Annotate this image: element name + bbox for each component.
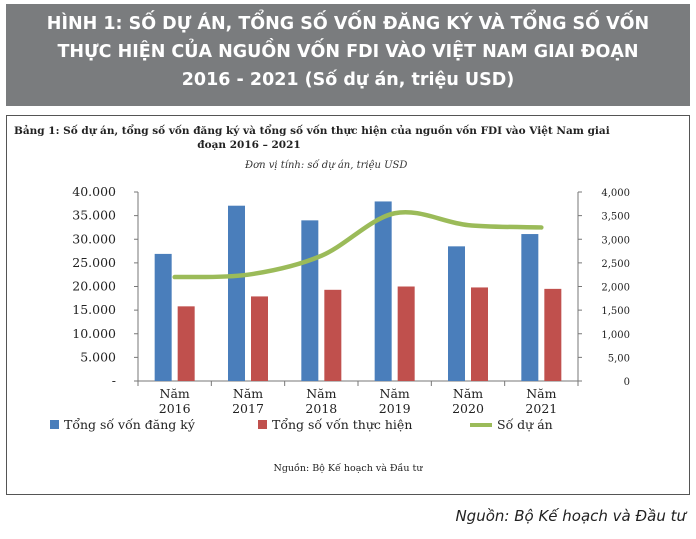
x-tick-label-line: 2018 bbox=[305, 401, 337, 416]
figure-title-line-1: HÌNH 1: SỐ DỰ ÁN, TỔNG SỐ VỐN ĐĂNG KÝ VÀ… bbox=[46, 14, 650, 34]
chart-frame bbox=[6, 115, 690, 495]
figure-title-line-2: THỰC HIỆN CỦA NGUỒN VỐN FDI VÀO VIỆT NAM… bbox=[57, 42, 639, 62]
y-left-tick-label: 40.000 bbox=[72, 184, 116, 199]
y-right-tick-label: 2,500 bbox=[601, 259, 630, 270]
y-right-tick-label: 3,500 bbox=[601, 212, 630, 223]
y-left-tick-label: - bbox=[112, 373, 116, 388]
legend-registered-swatch bbox=[50, 420, 59, 429]
legend-implemented-swatch bbox=[258, 420, 267, 429]
x-tick-label-line: Năm bbox=[380, 386, 410, 401]
y-left-tick-label: 5.000 bbox=[80, 349, 116, 364]
legend-projects-label: Số dự án bbox=[497, 417, 553, 432]
bar-implemented-capital bbox=[544, 288, 562, 381]
y-right-tick-label: 3,000 bbox=[601, 235, 630, 246]
y-left-tick-label: 10.000 bbox=[72, 326, 116, 341]
inner-source-note: Nguồn: Bộ Kế hoạch và Đầu tư bbox=[273, 463, 423, 474]
bar-implemented-capital bbox=[397, 286, 415, 381]
figure-title-line-3: 2016 - 2021 (Số dự án, triệu USD) bbox=[181, 70, 515, 90]
outer-source-note: Nguồn: Bộ Kế hoạch và Đầu tư bbox=[455, 507, 686, 525]
x-tick-label-line: Năm bbox=[306, 386, 336, 401]
bar-registered-capital bbox=[301, 220, 319, 381]
x-tick-label-line: Năm bbox=[160, 386, 190, 401]
y-right-tick-label: 4,000 bbox=[601, 188, 630, 199]
bar-registered-capital bbox=[228, 205, 245, 381]
y-right-tick-label: 5,00 bbox=[608, 353, 630, 364]
bar-implemented-capital bbox=[324, 289, 342, 381]
line-project-count bbox=[172, 209, 544, 280]
bar-registered-capital bbox=[448, 246, 465, 381]
x-tick-label: Năm 2021 bbox=[525, 386, 557, 416]
x-tick-label-line: 2017 bbox=[232, 401, 264, 416]
x-tick-label: Năm 2016 bbox=[159, 386, 191, 416]
unit-note: Đơn vị tính: số dự án, triệu USD bbox=[245, 160, 408, 171]
y-left-tick-label: 35.000 bbox=[72, 208, 116, 223]
x-tick-label-line: 2016 bbox=[159, 401, 191, 416]
x-tick-label-line: 2021 bbox=[525, 401, 557, 416]
x-tick-label: Năm 2020 bbox=[452, 386, 484, 416]
y-left-tick-label: 20.000 bbox=[72, 279, 116, 294]
x-tick-label: Năm 2018 bbox=[305, 386, 337, 416]
y-left-tick-label: 15.000 bbox=[72, 302, 116, 317]
x-tick-label-line: Năm bbox=[233, 386, 263, 401]
bar-registered-capital bbox=[374, 201, 392, 381]
bar-registered-capital bbox=[521, 234, 539, 381]
x-tick-label-line: 2020 bbox=[452, 401, 484, 416]
legend-registered-label: Tổng số vốn đăng ký bbox=[64, 417, 196, 432]
y-right-tick-label: 1,000 bbox=[601, 330, 630, 341]
bar-registered-capital bbox=[154, 253, 172, 381]
y-right-tick-label: 2,000 bbox=[601, 283, 630, 294]
y-left-tick-label: 25.000 bbox=[72, 255, 116, 270]
figure-title-banner: HÌNH 1: SỐ DỰ ÁN, TỔNG SỐ VỐN ĐĂNG KÝ VÀ… bbox=[6, 4, 690, 106]
bar-implemented-capital bbox=[471, 287, 488, 381]
x-tick-label-line: 2019 bbox=[379, 401, 411, 416]
bar-implemented-capital bbox=[177, 306, 195, 381]
legend-implemented-label: Tổng số vốn thực hiện bbox=[272, 417, 412, 432]
x-tick-label: Năm 2017 bbox=[232, 386, 264, 416]
y-right-tick-label: 0 bbox=[624, 377, 630, 388]
bar-implemented-capital bbox=[251, 296, 268, 381]
table-caption-line-1: Bảng 1: Số dự án, tổng số vốn đăng ký và… bbox=[14, 125, 610, 137]
x-tick-label: Năm 2019 bbox=[379, 386, 411, 416]
x-tick-label-line: Năm bbox=[526, 386, 556, 401]
table-caption-line-2: đoạn 2016 – 2021 bbox=[197, 139, 301, 151]
y-left-tick-label: 30.000 bbox=[72, 231, 116, 246]
x-tick-label-line: Năm bbox=[453, 386, 483, 401]
y-right-tick-label: 1,500 bbox=[601, 306, 630, 317]
table-caption: Bảng 1: Số dự án, tổng số vốn đăng ký và… bbox=[14, 124, 674, 152]
